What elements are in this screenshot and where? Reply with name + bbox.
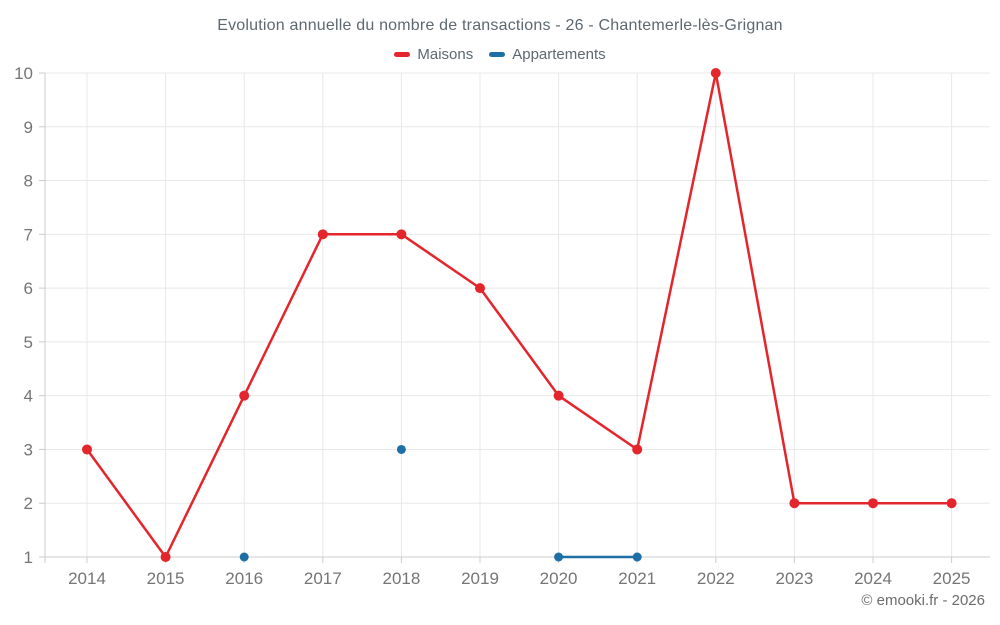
- data-point-maisons-2020[interactable]: [553, 390, 564, 401]
- y-axis-label: 1: [24, 548, 33, 567]
- y-axis-label: 7: [24, 225, 33, 244]
- x-axis-label: 2022: [697, 569, 735, 588]
- data-point-appartements-2016[interactable]: [239, 552, 249, 562]
- series-line-maisons: [85, 71, 953, 559]
- x-axis-label: 2017: [304, 569, 342, 588]
- y-axis-label: 4: [24, 387, 33, 406]
- data-point-maisons-2021[interactable]: [632, 444, 643, 455]
- x-axis-label: 2024: [854, 569, 892, 588]
- data-point-maisons-2016[interactable]: [239, 390, 250, 401]
- legend-item-appartements[interactable]: Appartements: [489, 46, 606, 63]
- data-point-maisons-2025[interactable]: [946, 498, 957, 509]
- data-point-maisons-2024[interactable]: [868, 498, 878, 509]
- data-point-maisons-2023[interactable]: [789, 498, 800, 509]
- legend: Maisons Appartements: [0, 46, 1000, 63]
- legend-label-appartements: Appartements: [512, 46, 606, 63]
- legend-item-maisons[interactable]: Maisons: [394, 46, 473, 63]
- legend-swatch-maisons: [394, 52, 411, 57]
- data-point-maisons-2018[interactable]: [396, 229, 407, 240]
- y-axis-label: 8: [24, 172, 33, 191]
- watermark: © emooki.fr - 2026: [861, 592, 985, 609]
- x-axis-label: 2015: [147, 569, 185, 588]
- data-point-appartements-2020[interactable]: [554, 552, 564, 562]
- x-axis-label: 2014: [68, 569, 106, 588]
- x-axis-label: 2020: [540, 569, 578, 588]
- x-axis-label: 2023: [775, 569, 813, 588]
- y-axis-label: 6: [24, 279, 33, 298]
- chart-title: Evolution annuelle du nombre de transact…: [217, 17, 783, 34]
- y-axis-label: 9: [24, 118, 33, 137]
- legend-label-maisons: Maisons: [417, 46, 474, 63]
- x-axis-label: 2016: [225, 569, 263, 588]
- y-axis-label: 3: [24, 440, 33, 459]
- data-point-appartements-2021[interactable]: [632, 552, 642, 562]
- x-axis-label: 2018: [382, 569, 420, 588]
- y-axis-label: 5: [24, 333, 33, 352]
- x-axis-label: 2019: [461, 569, 499, 588]
- x-axis-label: 2021: [618, 569, 656, 588]
- data-point-maisons-2017[interactable]: [317, 229, 328, 240]
- data-point-appartements-2018[interactable]: [396, 444, 406, 454]
- y-axis-label: 10: [14, 64, 33, 83]
- data-point-maisons-2022[interactable]: [710, 68, 721, 78]
- data-point-maisons-2014[interactable]: [82, 444, 92, 455]
- data-point-maisons-2015[interactable]: [160, 552, 171, 562]
- legend-swatch-appartements: [489, 52, 506, 57]
- y-axis-label: 2: [24, 494, 33, 513]
- x-axis-label: 2025: [933, 569, 971, 588]
- data-point-maisons-2019[interactable]: [475, 283, 485, 294]
